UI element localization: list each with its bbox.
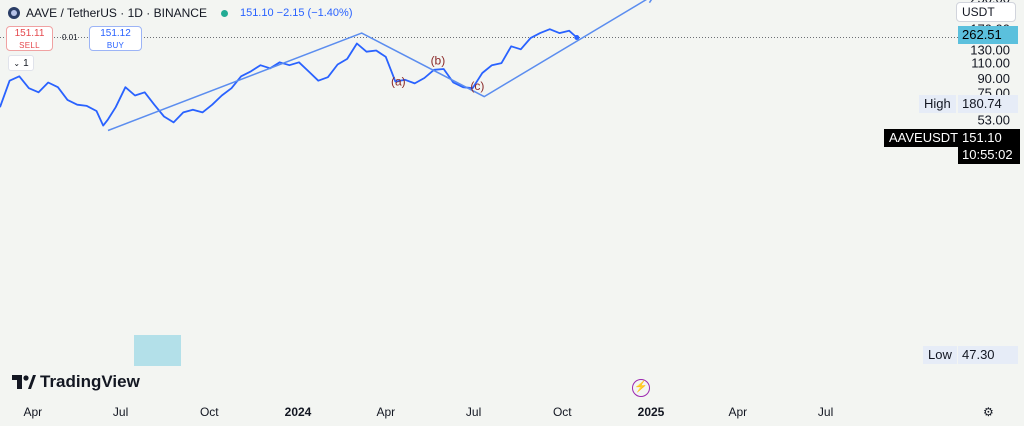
target-price-tag: 262.51 [958,26,1018,44]
price-tick-label: 130.00 [970,42,1010,57]
time-axis-label: Apr [23,405,42,419]
wave-label: (a) [391,74,406,88]
aave-logo-icon [8,7,20,19]
wave-label: (c) [470,79,484,93]
indicators-count: 1 [23,57,29,69]
projection-trendline [107,0,648,132]
buy-button[interactable]: 151.12 BUY [89,26,142,51]
price-tick-label: 90.00 [977,71,1010,86]
projection-arrowhead [648,0,653,4]
buy-label: BUY [106,41,125,50]
bolt-icon[interactable]: ⚡ [632,379,650,397]
sell-label: SELL [19,41,40,50]
currency-select[interactable]: USDT [956,2,1016,22]
spread-value: 0.01 [62,33,78,42]
tradingview-wordmark: TradingView [40,372,140,391]
price-tick-label: 110.00 [971,55,1010,70]
high-label: High [919,95,956,113]
gear-icon[interactable]: ⚙ [983,405,994,419]
chart-header: AAVE / TetherUS · 1D · BINANCE 151.10 −2… [8,4,352,22]
time-axis-label: Jul [466,405,481,419]
low-price-tag: 47.30 [958,346,1018,364]
sell-price: 151.11 [14,28,45,39]
buy-price: 151.12 [100,28,131,39]
time-axis-label: Apr [728,405,747,419]
bar-countdown: 10:55:02 [958,146,1020,164]
tradingview-logo[interactable]: TradingView [12,372,140,392]
wave-label: (b) [431,54,446,68]
chevron-down-icon: ⌄ [13,58,21,68]
market-open-icon [220,9,228,17]
symbol-title[interactable]: AAVE / TetherUS · 1D · BINANCE [26,6,207,20]
price-series-line [0,28,578,127]
support-zone-highlight [134,335,181,366]
indicators-toggle-button[interactable]: ⌄ 1 [8,55,34,71]
time-axis-label: Apr [376,405,395,419]
high-price-tag: 180.74 [958,95,1018,113]
tradingview-logo-icon [12,375,36,389]
time-axis-label: 2024 [285,405,312,419]
last-price-tag: 151.10 [958,129,1020,147]
time-axis-label: 2025 [638,405,665,419]
time-axis-label: Oct [200,405,219,419]
price-tick-label: 53.00 [977,112,1010,127]
time-axis-label: Oct [553,405,572,419]
last-price-marker [574,35,580,40]
price-change: 151.10 −2.15 (−1.40%) [239,7,353,19]
symbol-price-tag: AAVEUSDT [884,129,964,147]
low-label: Low [923,346,957,364]
time-axis-label: Jul [818,405,833,419]
sell-button[interactable]: 151.11 SELL [6,26,53,51]
time-axis-label: Jul [113,405,128,419]
